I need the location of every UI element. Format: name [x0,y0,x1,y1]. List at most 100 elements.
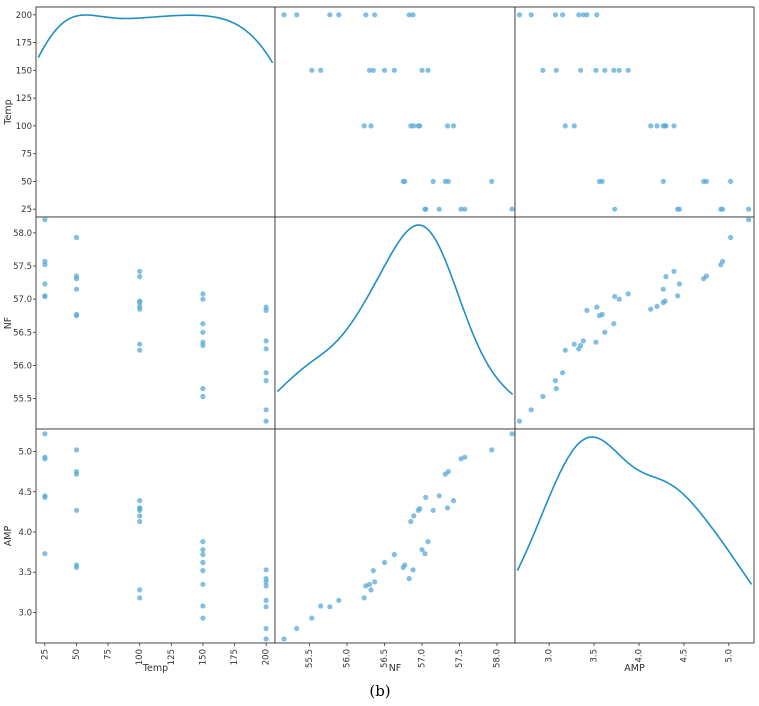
scatter-point [137,518,143,525]
scatter-point [425,539,431,545]
scatter-point [553,67,559,73]
scatter-point [436,493,442,499]
scatter-point [263,625,269,632]
scatter-point [602,67,608,73]
panel-nf-vs-temp [35,216,276,430]
panel-amp-vs-temp [35,428,276,644]
scatter-point [391,551,397,558]
scatter-point [660,123,666,129]
scatter-point [509,206,515,212]
scatter-point [611,67,617,73]
scatter-point [450,498,457,504]
scatter-point [137,498,143,504]
panel-temp-vs-amp [514,6,755,218]
scatter-point [728,234,734,241]
scatter-point [654,123,660,129]
scatter-point [263,418,269,424]
scatter-point [584,307,590,313]
scatter-point [263,604,269,610]
scatter-point [42,551,48,557]
scatter-point [327,12,333,18]
scatter-matrix: 25 50 75 100 125 150 175 200 Temp 55.5 56.0 56.5 57.… [3,6,755,674]
x-axis-label-amp: AMP [624,663,645,674]
scatter-point [422,206,428,212]
x-tick-label: 50 [72,649,82,660]
x-tick-label: 55.5 [305,649,315,668]
scatter-point [336,597,342,604]
x-tick-label: 57.0 [418,649,428,668]
scatter-point [415,123,421,129]
scatter-point [648,123,654,129]
scatter-point [73,276,80,282]
scatter-point [746,217,752,223]
scatter-point [540,67,546,73]
scatter-point [263,407,269,413]
scatter-point [200,329,206,335]
y-tick-label: 4.0 [18,528,32,538]
kde-line-nf [276,224,514,396]
scatter-point [436,206,442,212]
panel-frame [514,216,755,430]
scatter-point [137,341,143,347]
scatter-point [200,321,206,327]
scatter-point [596,313,603,319]
scatter-point [578,67,584,73]
x-tick-label: 57.5 [455,649,465,668]
scatter-point [137,347,143,353]
scatter-point [137,587,143,593]
scatter-point [73,447,80,453]
scatter-point [363,12,369,18]
panel-temp-vs-temp [35,6,276,218]
y-tick-label: 5.0 [18,448,32,458]
scatter-point [442,178,448,184]
scatter-point [411,513,417,519]
scatter-point [728,178,734,184]
scatter-point [309,67,315,73]
y-tick-label: 55.5 [13,395,32,405]
scatter-point [746,206,752,212]
scatter-point [318,67,324,73]
scatter-point [430,507,436,513]
scatter-point [42,262,48,268]
scatter-point [263,636,269,642]
scatter-point [602,329,608,335]
scatter-point [516,12,523,18]
x-tick-label: 125 [167,649,177,665]
scatter-point [701,178,707,184]
y-tick-label: 4.5 [18,488,32,498]
scatter-point [410,12,416,18]
scatter-point [42,293,48,300]
scatter-point [458,206,464,212]
scatter-point [400,178,406,184]
scatter-point [718,206,724,212]
x-tick-label: 3.5 [590,649,600,663]
scatter-point [137,274,143,280]
scatter-point [671,123,677,129]
scatter-point [552,12,559,18]
y-tick-label: 57.0 [13,295,32,305]
scatter-point [361,595,367,601]
x-axis-label-temp: Temp [142,663,168,674]
scatter-point [73,234,80,241]
scatter-point [200,615,206,621]
scatter-point [294,625,300,632]
y-tick-label: 150 [16,66,32,76]
panel-amp-vs-amp [514,428,755,644]
scatter-point [616,67,622,73]
scatter-point [336,12,342,18]
scatter-point [540,393,546,400]
scatter-point [516,418,523,424]
scatter-point [370,568,376,574]
y-tick-label: 3.5 [18,568,32,578]
scatter-point [576,346,582,352]
x-axis-label-nf: NF [389,663,402,674]
scatter-point [663,274,669,280]
scatter-point [309,615,315,621]
scatter-point [408,518,414,525]
scatter-point [611,321,617,327]
x-tick-label: 200 [262,649,272,665]
scatter-point [406,12,412,18]
scatter-point [200,539,206,545]
scatter-point [381,559,388,566]
